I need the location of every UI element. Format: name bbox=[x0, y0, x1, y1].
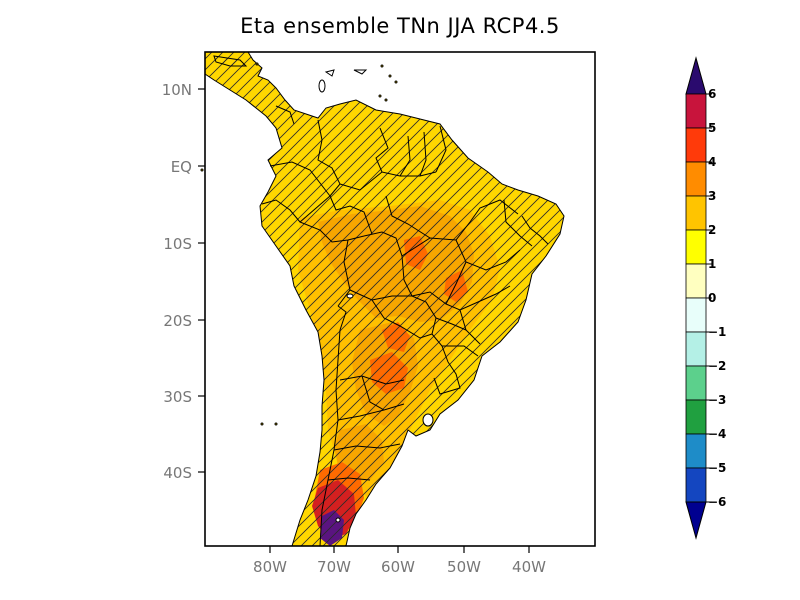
border-chile-bolivia bbox=[337, 305, 347, 331]
caribbean-islands bbox=[200, 55, 398, 426]
colorbar-label: −5 bbox=[708, 461, 726, 475]
colorbar-label: 4 bbox=[708, 155, 716, 169]
lat-label-40s: 40S bbox=[163, 464, 192, 482]
colorbar-segment bbox=[685, 399, 707, 435]
lat-label-30s: 30S bbox=[163, 388, 192, 406]
colorbar-cap-bottom bbox=[685, 501, 707, 540]
lake-patagonia bbox=[335, 517, 341, 523]
border-brazil-states-6 bbox=[435, 317, 467, 331]
border-colombia-venezuela bbox=[317, 119, 341, 197]
border-ecuador-peru bbox=[261, 195, 331, 223]
colorbar-label: 3 bbox=[708, 189, 716, 203]
border-panama-colombia bbox=[275, 105, 295, 125]
colorbar-label: −6 bbox=[708, 495, 726, 509]
colorbar-segment bbox=[685, 263, 707, 299]
border-guyana-suriname bbox=[399, 135, 411, 177]
colorbar-label: 2 bbox=[708, 223, 716, 237]
border-bolivia-brazil bbox=[363, 231, 413, 297]
longitude-axis: 80W 70W 60W 50W 40W bbox=[253, 546, 546, 576]
colorbar-segment bbox=[685, 467, 707, 503]
lagoa-dos-patos bbox=[422, 413, 434, 427]
colorbar-label: 6 bbox=[708, 87, 716, 101]
colorbar-segment bbox=[685, 331, 707, 367]
border-brazil-states-10 bbox=[329, 195, 373, 235]
border-argentina-provinces-3 bbox=[333, 443, 401, 451]
colorbar-cap-top bbox=[685, 56, 707, 95]
border-argentina-provinces-5 bbox=[361, 375, 385, 411]
border-brazil-states-8 bbox=[521, 215, 549, 245]
border-brazil-states-7 bbox=[442, 345, 479, 357]
lat-label-10s: 10S bbox=[163, 235, 192, 253]
south-america-land bbox=[204, 51, 565, 547]
colorbar-segment bbox=[685, 433, 707, 469]
country-borders bbox=[261, 105, 549, 546]
coastline bbox=[204, 51, 565, 547]
hatch-overlay bbox=[205, 52, 564, 546]
lon-label-50w: 50W bbox=[447, 558, 481, 576]
border-brazil-states-2 bbox=[455, 239, 521, 271]
lon-label-40w: 40W bbox=[512, 558, 546, 576]
border-chile-argentina bbox=[319, 329, 341, 546]
border-peru-bolivia bbox=[337, 239, 351, 307]
colorbar-segment bbox=[685, 93, 707, 129]
colorbar-segment bbox=[685, 161, 707, 197]
border-brazil-states-11 bbox=[385, 195, 431, 239]
lon-label-80w: 80W bbox=[253, 558, 287, 576]
lat-label-eq: EQ bbox=[171, 158, 192, 176]
border-venezuela-guyana bbox=[375, 127, 389, 173]
map-title: Eta ensemble TNn JJA RCP4.5 bbox=[240, 14, 560, 38]
colorbar-segment bbox=[685, 229, 707, 265]
border-suriname-guiana bbox=[419, 131, 427, 177]
colorbar-label: 5 bbox=[708, 121, 716, 135]
colorbar-label: −4 bbox=[708, 427, 726, 441]
lon-label-60w: 60W bbox=[381, 558, 415, 576]
border-peru-brazil bbox=[299, 221, 365, 243]
colorbar-label: 0 bbox=[708, 291, 716, 305]
lakes bbox=[318, 79, 434, 523]
lon-label-70w: 70W bbox=[317, 558, 351, 576]
colorbar-label: 1 bbox=[708, 257, 716, 271]
border-uruguay bbox=[433, 361, 461, 395]
colorbar-segment bbox=[685, 127, 707, 163]
latitude-axis: 10N EQ 10S 20S 30S 40S bbox=[162, 81, 205, 482]
border-colombia-ecuador bbox=[269, 161, 331, 197]
lat-label-10n: 10N bbox=[162, 81, 192, 99]
colorbar-segment bbox=[685, 365, 707, 401]
border-bolivia-paraguay bbox=[349, 289, 412, 301]
colorbar-segment bbox=[685, 195, 707, 231]
colorbar: 6 5 4 3 2 1 0 −1 −2 −3 −4 −5 −6 bbox=[685, 56, 726, 540]
border-brazil-states-9 bbox=[503, 199, 533, 247]
border-paraguay-brazil bbox=[411, 295, 437, 335]
border-argentina-provinces-1 bbox=[339, 375, 405, 385]
border-brazil-states-4 bbox=[411, 291, 447, 305]
border-guiana-brazil bbox=[435, 125, 447, 173]
colorbar-label: −2 bbox=[708, 359, 726, 373]
map-frame bbox=[204, 51, 596, 547]
colorbar-label: −1 bbox=[708, 325, 726, 339]
border-paraguay-argentina bbox=[371, 299, 433, 339]
lake-maracaibo bbox=[318, 79, 326, 93]
colorbar-label: −3 bbox=[708, 393, 726, 407]
border-argentina-provinces-2 bbox=[337, 403, 405, 421]
colorbar-ticks bbox=[706, 93, 712, 503]
border-argentina-provinces-4 bbox=[327, 477, 371, 481]
border-venezuela-brazil bbox=[339, 171, 437, 191]
lake-titicaca bbox=[346, 293, 354, 299]
colorbar-segment bbox=[685, 297, 707, 333]
lat-label-20s: 20S bbox=[163, 312, 192, 330]
